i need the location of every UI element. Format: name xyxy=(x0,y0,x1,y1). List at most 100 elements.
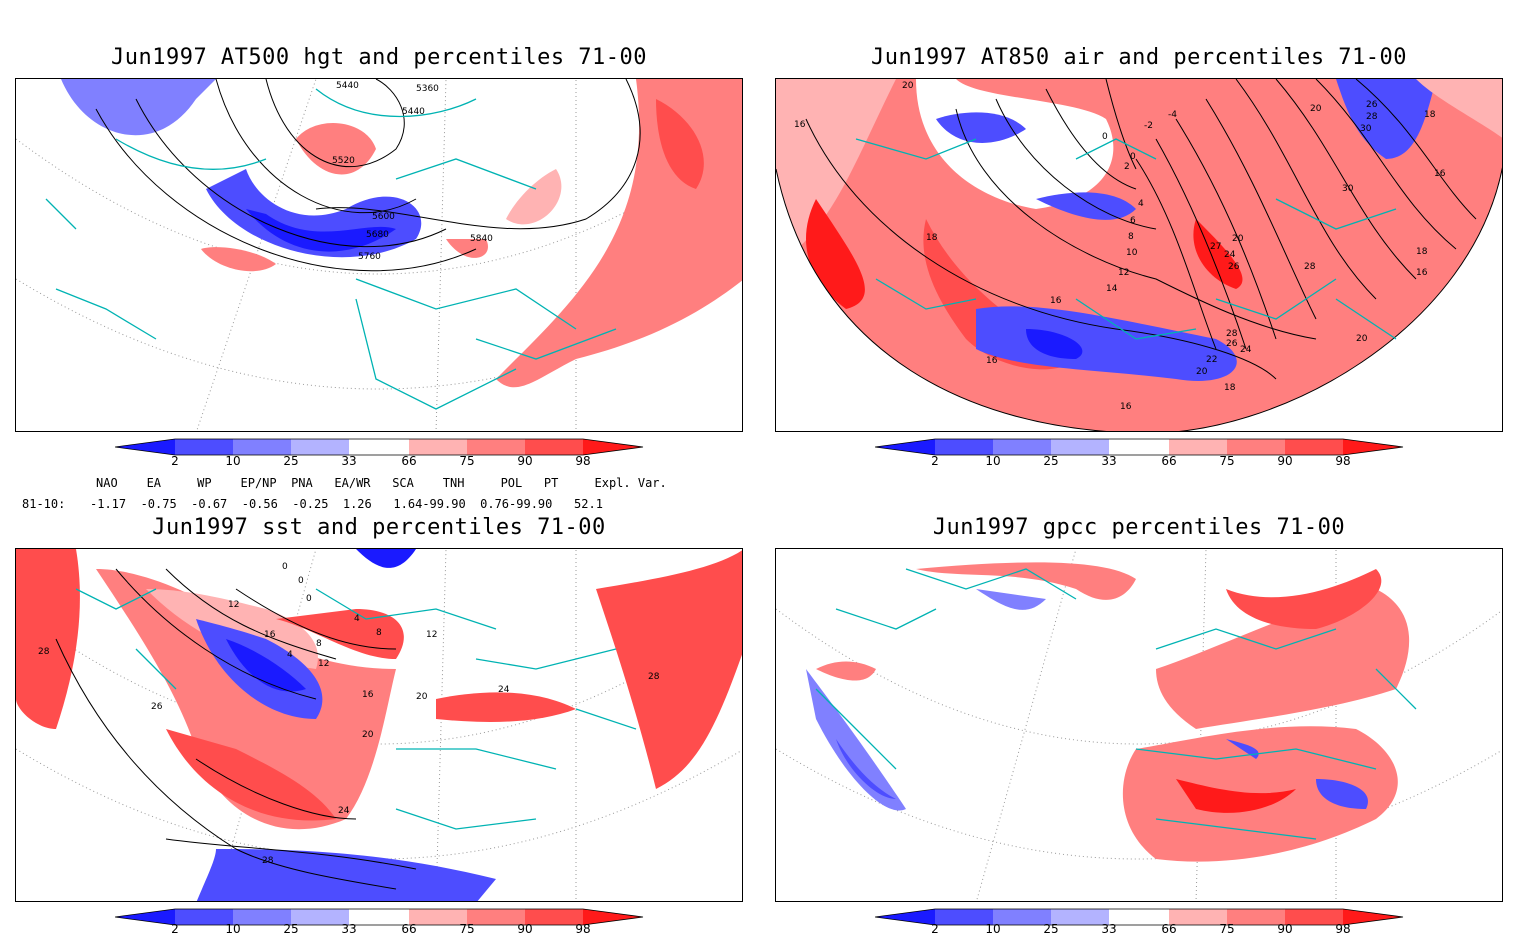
contour-label: 6 xyxy=(1130,216,1136,226)
map-panel-hgt500: 5440 5360 5440 5520 5600 5680 5760 5840 xyxy=(15,78,743,432)
map-hgt500-canvas: 5440 5360 5440 5520 5600 5680 5760 5840 xyxy=(16,79,742,431)
contour-label: 28 xyxy=(1226,329,1238,339)
colorbar-tick: 2 xyxy=(171,454,179,468)
contour-label: 28 xyxy=(38,647,50,657)
contour-label: 12 xyxy=(228,600,239,610)
colorbar-tick: 10 xyxy=(225,454,241,468)
contour-label: 24 xyxy=(338,806,350,816)
indices-header: NAO EA WP EP/NP PNA EA/WR SCA TNH POL PT… xyxy=(96,476,667,490)
contour-label: 20 xyxy=(1196,367,1208,377)
colorbar-gpcc: 2 10 25 33 66 75 90 98 xyxy=(875,908,1405,944)
colorbar-gpcc-swatches xyxy=(875,908,1404,926)
colorbar-tick: 66 xyxy=(401,922,417,936)
map-sst-canvas: 28 26 12 16 4 8 12 16 20 24 28 0 0 0 4 8… xyxy=(16,549,742,901)
colorbar-tick: 66 xyxy=(1161,454,1177,468)
contour-label: 8 xyxy=(1128,232,1134,242)
contour-label: 16 xyxy=(986,356,998,366)
contour-label: 16 xyxy=(1416,268,1428,278)
contour-label: 18 xyxy=(1224,383,1236,393)
contour-label: 10 xyxy=(1126,248,1138,258)
colorbar-tick: 10 xyxy=(985,922,1001,936)
panel-title-hgt500: Jun1997 AT500 hgt and percentiles 71-00 xyxy=(110,45,648,70)
contour-label: 12 xyxy=(1118,268,1129,278)
colorbar-tick: 98 xyxy=(1335,454,1351,468)
colorbar-tick: 90 xyxy=(517,454,533,468)
contour-label: 28 xyxy=(1304,262,1316,272)
colorbar-tick: 2 xyxy=(931,454,939,468)
contour-label: 16 xyxy=(1120,402,1132,412)
contour-label: 28 xyxy=(648,672,660,682)
colorbar-tick: 66 xyxy=(1161,922,1177,936)
map-air850-canvas: 20 16 0 -2 -4 2 0 4 6 8 10 12 14 16 18 2… xyxy=(776,79,1502,431)
contour-label: 4 xyxy=(354,614,360,624)
indices-values: -1.17 -0.75 -0.67 -0.56 -0.25 1.26 1.64-… xyxy=(90,497,603,511)
contour-label: 30 xyxy=(1342,184,1354,194)
contour-label: 26 xyxy=(151,702,163,712)
contour-label: 24 xyxy=(1224,250,1236,260)
contour-label: 20 xyxy=(1356,334,1368,344)
colorbar-tick: 98 xyxy=(1335,922,1351,936)
contour-label: 4 xyxy=(1138,199,1144,209)
colorbar-tick: 75 xyxy=(1219,922,1235,936)
colorbar-tick: 25 xyxy=(1043,922,1059,936)
panel-title-gpcc: Jun1997 gpcc percentiles 71-00 xyxy=(932,515,1346,540)
contour-label: 20 xyxy=(1310,104,1322,114)
contour-label: 28 xyxy=(262,856,274,866)
contour-label: 5680 xyxy=(366,230,389,240)
contour-label: 16 xyxy=(794,120,806,130)
colorbar-tick: 10 xyxy=(985,454,1001,468)
contour-label: 16 xyxy=(1050,296,1062,306)
contour-label: 16 xyxy=(1434,169,1446,179)
map-panel-sst: 28 26 12 16 4 8 12 16 20 24 28 0 0 0 4 8… xyxy=(15,548,743,902)
contour-label: 16 xyxy=(264,630,276,640)
contour-label: 24 xyxy=(498,685,510,695)
contour-label: 12 xyxy=(426,630,437,640)
contour-label: 24 xyxy=(1240,345,1252,355)
colorbar-tick: 98 xyxy=(575,922,591,936)
colorbar-air850: 2 10 25 33 66 75 90 98 xyxy=(875,438,1405,474)
map-gpcc-canvas xyxy=(776,549,1502,901)
contour-label: 5840 xyxy=(470,234,493,244)
contour-label: 8 xyxy=(316,639,322,649)
contour-label: 22 xyxy=(1206,355,1217,365)
map-panel-gpcc xyxy=(775,548,1503,902)
contour-label: 12 xyxy=(318,659,329,669)
colorbar-tick: 33 xyxy=(341,454,357,468)
contour-label: 18 xyxy=(926,233,938,243)
panel-title-sst: Jun1997 sst and percentiles 71-00 xyxy=(152,515,606,540)
colorbar-sst: 2 10 25 33 66 75 90 98 xyxy=(115,908,645,944)
contour-label: 2 xyxy=(1124,162,1130,172)
colorbar-tick: 90 xyxy=(1277,454,1293,468)
contour-label: 5440 xyxy=(402,107,425,117)
contour-label: 26 xyxy=(1366,100,1378,110)
contour-label: 5520 xyxy=(332,156,355,166)
colorbar-tick: 25 xyxy=(283,922,299,936)
contour-label: 18 xyxy=(1416,247,1428,257)
colorbar-tick: 98 xyxy=(575,454,591,468)
map-panel-air850: 20 16 0 -2 -4 2 0 4 6 8 10 12 14 16 18 2… xyxy=(775,78,1503,432)
contour-label: 5360 xyxy=(416,84,439,94)
contour-label: -2 xyxy=(1144,121,1153,131)
colorbar-tick: 33 xyxy=(1101,922,1117,936)
contour-label: 5760 xyxy=(358,252,381,262)
colorbar-tick: 2 xyxy=(171,922,179,936)
contour-label: 8 xyxy=(376,628,382,638)
contour-label: 20 xyxy=(902,81,914,91)
contour-label: 20 xyxy=(1232,234,1244,244)
colorbar-tick: 10 xyxy=(225,922,241,936)
colorbar-tick: 75 xyxy=(459,922,475,936)
colorbar-tick: 90 xyxy=(1277,922,1293,936)
contour-label: 28 xyxy=(1366,112,1378,122)
contour-label: 20 xyxy=(416,692,428,702)
contour-label: 0 xyxy=(306,594,312,604)
colorbar-tick: 90 xyxy=(517,922,533,936)
contour-label: 26 xyxy=(1226,339,1238,349)
colorbar-tick: 75 xyxy=(459,454,475,468)
contour-label: 4 xyxy=(287,650,293,660)
contour-label: -4 xyxy=(1168,110,1177,120)
contour-label: 0 xyxy=(282,562,288,572)
colorbar-tick: 33 xyxy=(341,922,357,936)
colorbar-tick: 33 xyxy=(1101,454,1117,468)
colorbar-tick: 25 xyxy=(283,454,299,468)
contour-label: 0 xyxy=(1102,132,1108,142)
